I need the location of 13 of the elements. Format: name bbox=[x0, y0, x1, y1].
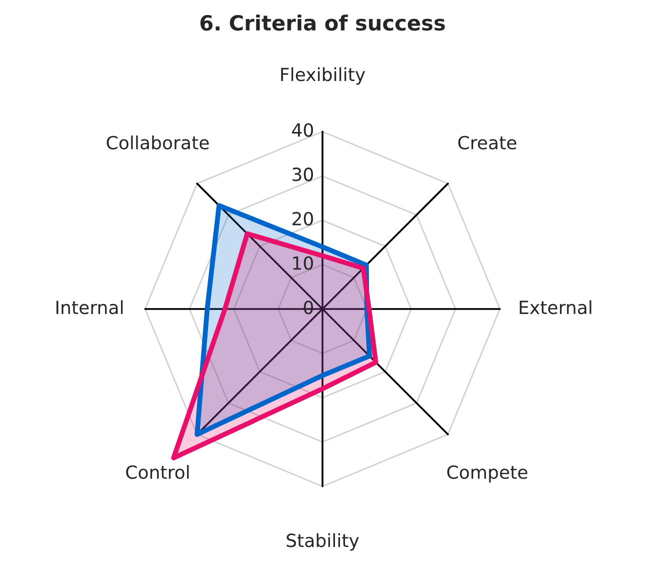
y-tick-label: 40 bbox=[292, 123, 313, 137]
y-tick-label: 10 bbox=[293, 256, 313, 270]
y-tick-label: 30 bbox=[292, 168, 313, 182]
spoke-label: Control bbox=[126, 465, 189, 479]
spoke-label: Compete bbox=[447, 465, 528, 482]
spoke-label: Stability bbox=[286, 533, 359, 551]
spoke-label: Internal bbox=[56, 300, 123, 314]
y-tick-label: 20 bbox=[292, 212, 313, 226]
spoke-label: Collaborate bbox=[106, 136, 209, 150]
spoke-label: Flexibility bbox=[281, 67, 366, 85]
chart-title: 6. Criteria of success bbox=[200, 14, 445, 31]
spoke-label: External bbox=[520, 300, 592, 314]
spoke-label: Create bbox=[458, 136, 516, 150]
